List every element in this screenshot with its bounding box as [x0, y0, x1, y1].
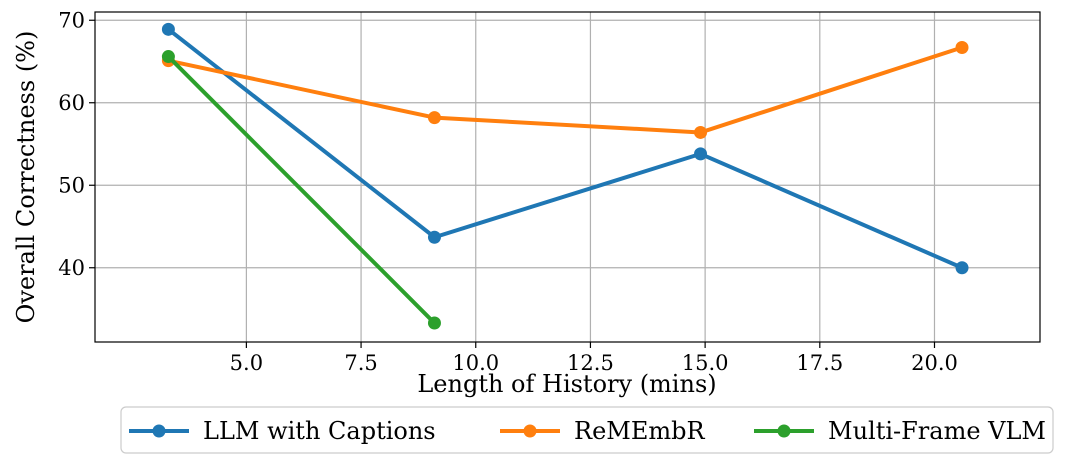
- data-point-llm-with-captions: [427, 230, 441, 244]
- data-point-llm-with-captions: [955, 261, 969, 275]
- x-tick-label: 17.5: [796, 351, 843, 375]
- series-layer: [161, 22, 969, 330]
- data-point-remembr: [427, 111, 441, 125]
- legend-marker-llm-with-captions: [152, 424, 166, 438]
- legend-item-remembr: ReMEmbR: [500, 417, 705, 445]
- y-axis-ticks: 40 50 60 70: [58, 8, 95, 280]
- x-axis-label: Length of History (mins): [417, 370, 716, 398]
- data-point-llm-with-captions: [694, 147, 708, 161]
- data-point-multi-frame-vlm: [161, 50, 175, 64]
- x-tick-label: 10.0: [452, 351, 499, 375]
- legend-item-llm-with-captions: LLM with Captions: [129, 417, 436, 445]
- data-point-multi-frame-vlm: [427, 316, 441, 330]
- legend: LLM with Captions ReMEmbR Multi-Frame VLM: [120, 406, 1054, 454]
- legend-marker-multi-frame-vlm: [777, 424, 791, 438]
- grid-layer: [95, 12, 1040, 342]
- x-axis-ticks: 5.0 7.5 10.0 12.5 15.0 17.5 20.0: [230, 342, 958, 375]
- series-remembr: [161, 40, 969, 139]
- legend-label-remembr: ReMEmbR: [574, 417, 705, 445]
- data-point-llm-with-captions: [161, 22, 175, 36]
- y-tick-label: 70: [58, 8, 85, 32]
- y-tick-label: 50: [58, 173, 85, 197]
- series-line-multi-frame-vlm: [166, 54, 437, 326]
- data-point-remembr: [955, 40, 969, 54]
- series-line-remembr: [166, 45, 965, 135]
- y-axis-label: Overall Correctness (%): [12, 31, 40, 324]
- legend-marker-remembr: [523, 424, 537, 438]
- data-point-remembr: [694, 125, 708, 139]
- legend-frame: [120, 406, 1054, 454]
- legend-label-llm-with-captions: LLM with Captions: [203, 417, 436, 445]
- plot-frame: [94, 11, 1041, 343]
- x-tick-label: 20.0: [911, 351, 958, 375]
- x-tick-label: 7.5: [344, 351, 377, 375]
- series-llm-with-captions: [161, 22, 969, 275]
- y-tick-label: 60: [58, 91, 85, 115]
- series-line-llm-with-captions: [166, 27, 965, 270]
- series-multi-frame-vlm: [161, 50, 441, 330]
- legend-label-multi-frame-vlm: Multi-Frame VLM: [828, 417, 1046, 445]
- y-tick-label: 40: [58, 256, 85, 280]
- x-tick-label: 12.5: [567, 351, 614, 375]
- legend-item-multi-frame-vlm: Multi-Frame VLM: [754, 417, 1046, 445]
- x-tick-label: 15.0: [682, 351, 729, 375]
- x-tick-label: 5.0: [230, 351, 263, 375]
